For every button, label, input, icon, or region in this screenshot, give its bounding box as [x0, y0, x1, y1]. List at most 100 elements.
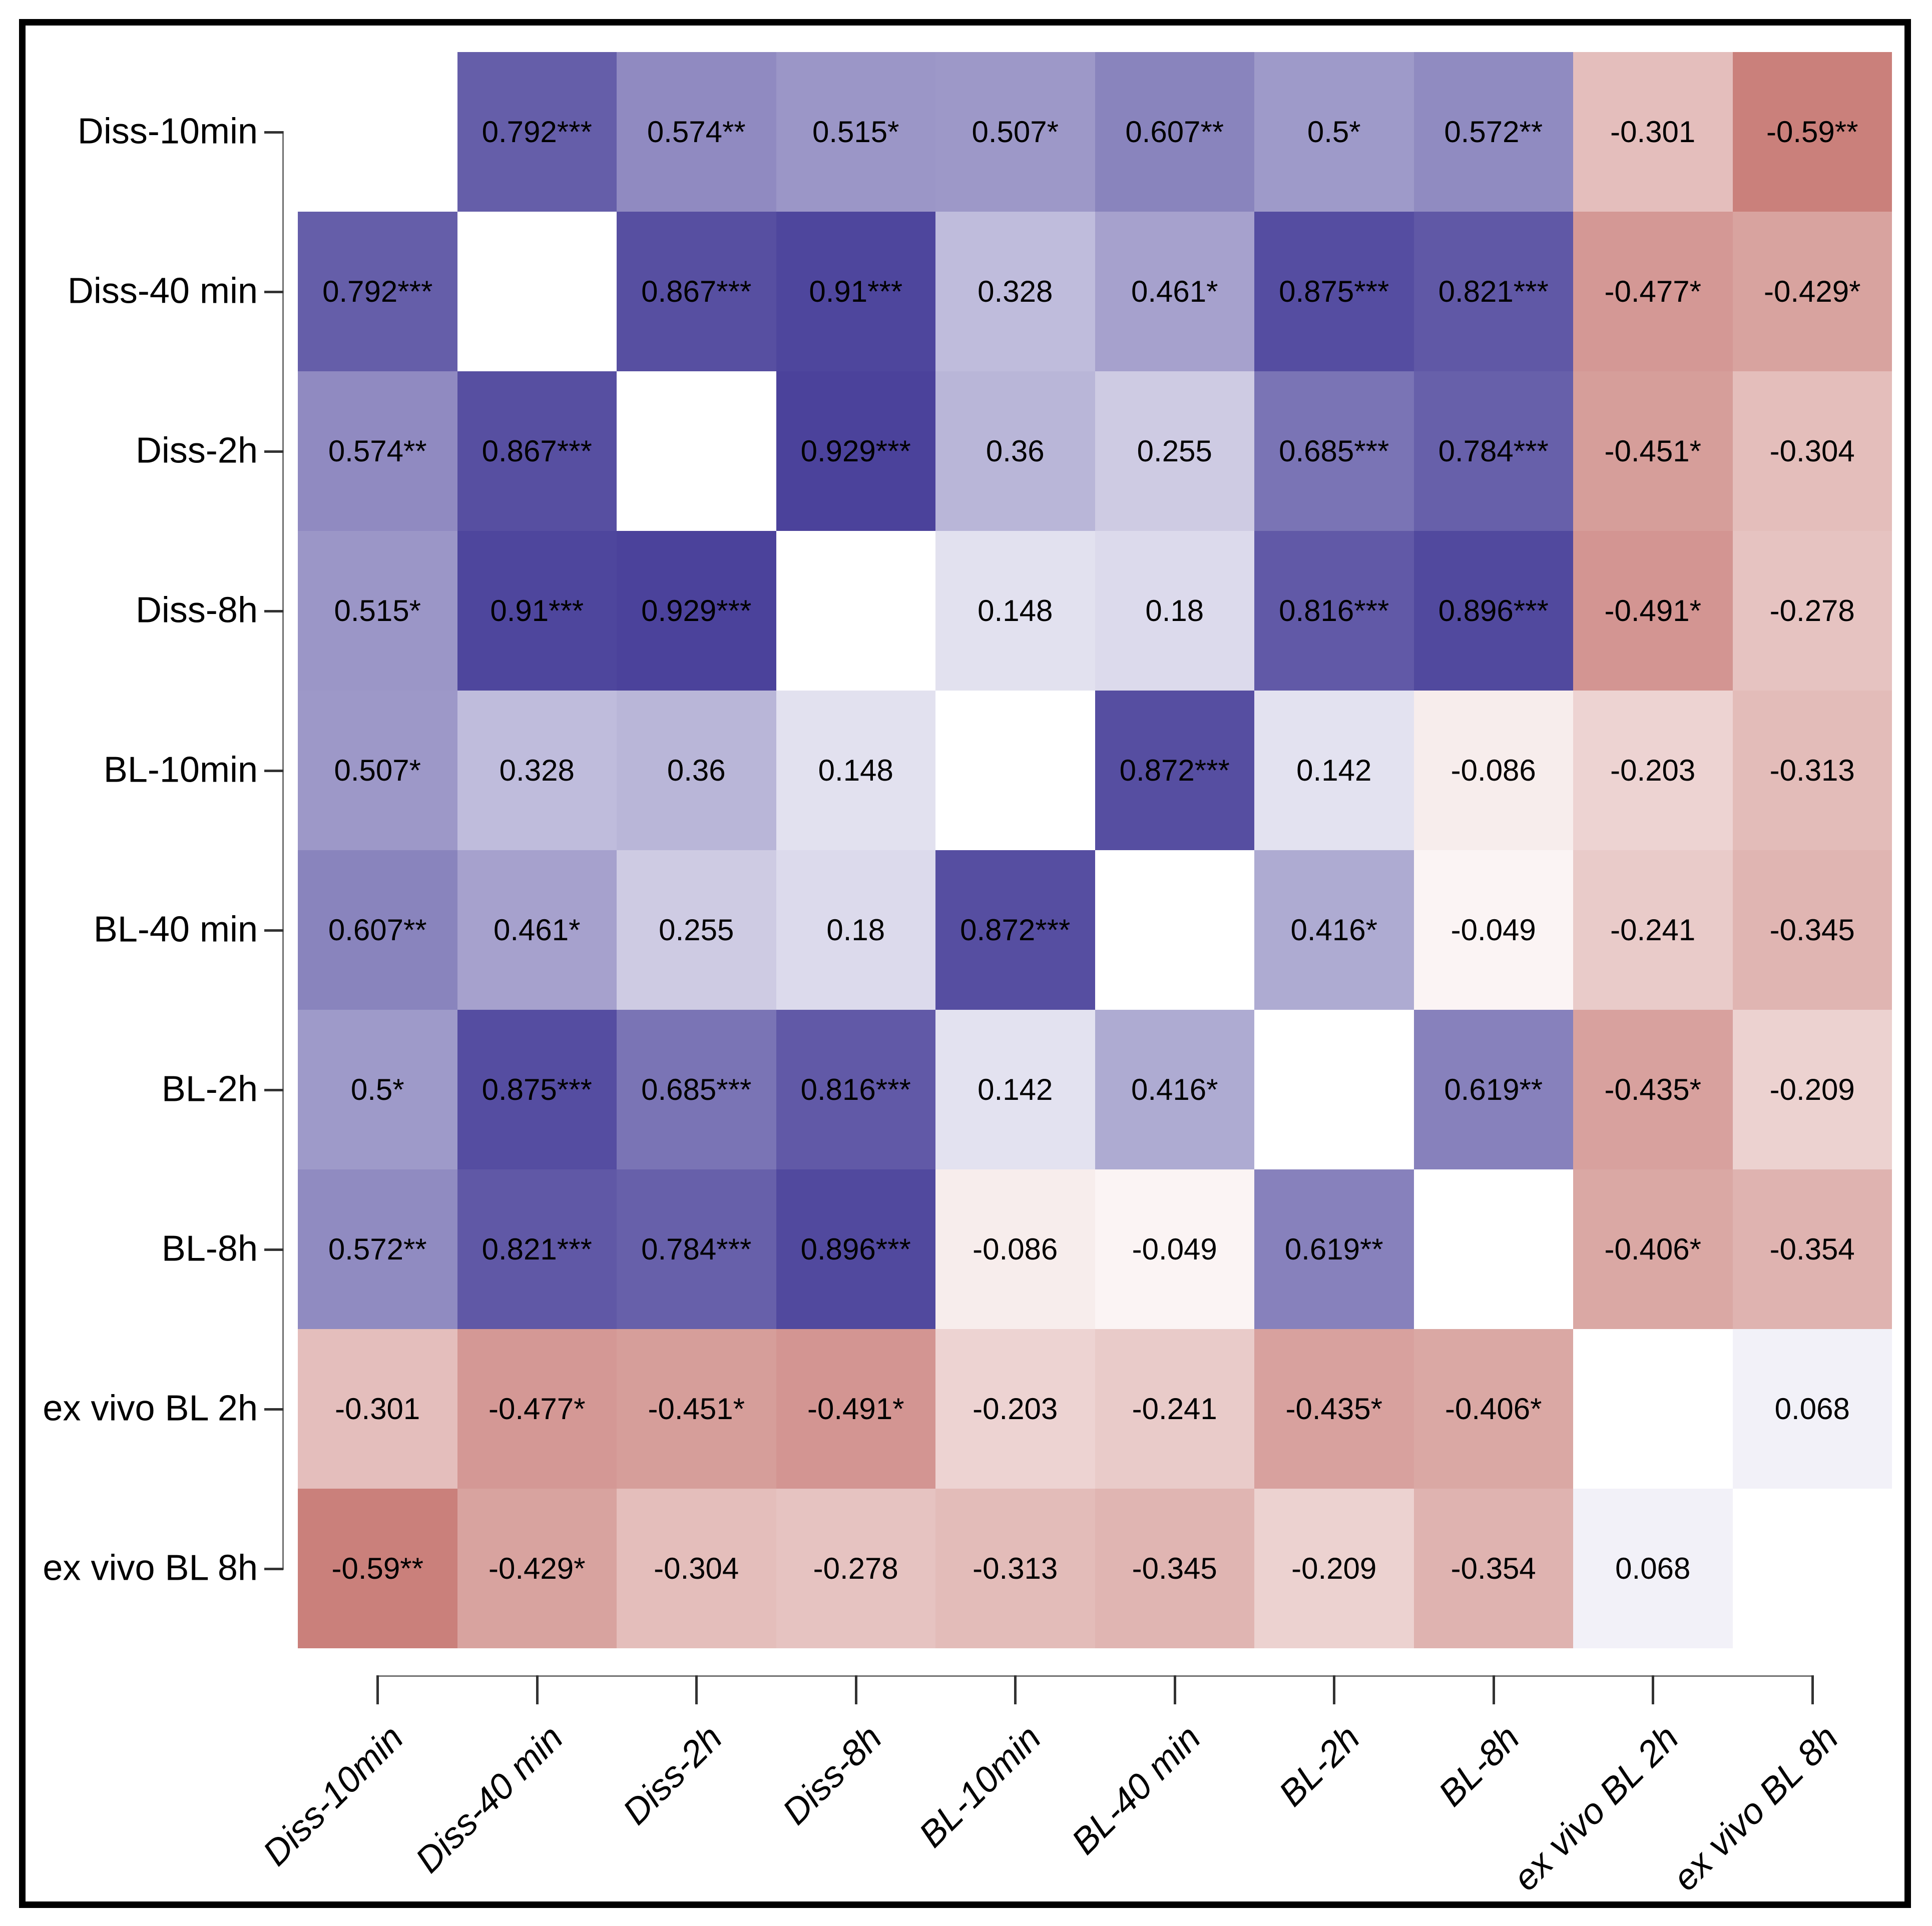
matrix-cell: 0.685*** — [1254, 371, 1414, 531]
row-label: Diss-40 min — [67, 270, 258, 311]
matrix-cell: 0.142 — [1254, 691, 1414, 850]
matrix-cell-value: 0.619** — [1284, 1232, 1383, 1266]
matrix-cell-value: 0.792*** — [322, 275, 433, 308]
matrix-cell-value: -0.435* — [1604, 1073, 1701, 1106]
matrix-cell: -0.429* — [1732, 212, 1892, 371]
y-axis-tick — [264, 929, 283, 932]
matrix-cell: 0.5* — [298, 1010, 457, 1169]
matrix-cell: -0.451* — [1573, 371, 1733, 531]
matrix-cell-value: 0.515* — [812, 115, 899, 149]
matrix-cell-value: -0.345 — [1132, 1552, 1217, 1585]
figure-border — [19, 19, 1911, 1908]
matrix-cell: 0.507* — [935, 52, 1095, 212]
matrix-cell-value: 0.255 — [1137, 434, 1212, 468]
matrix-cell-value: 0.148 — [978, 594, 1053, 627]
matrix-cell-value: 0.5* — [350, 1073, 404, 1106]
matrix-cell: 0.574** — [617, 52, 776, 212]
matrix-cell-value: 0.574** — [328, 434, 427, 468]
matrix-cell: -0.345 — [1732, 850, 1892, 1010]
matrix-cell-diagonal — [1254, 1010, 1414, 1169]
heatmap-grid: 0.792*** 0.574** 0.515* 0.507* 0.607** 0.5* 0.… — [298, 52, 1892, 1648]
matrix-cell-value: 0.821*** — [1438, 275, 1549, 308]
row-label: ex vivo BL 8h — [43, 1547, 258, 1588]
matrix-cell: -0.59** — [298, 1489, 457, 1648]
matrix-cell: 0.784*** — [1413, 371, 1573, 531]
matrix-cell-value: -0.491* — [1604, 594, 1701, 627]
matrix-cell: -0.451* — [617, 1329, 776, 1489]
matrix-cell: -0.435* — [1573, 1010, 1733, 1169]
matrix-cell-value: -0.049 — [1451, 913, 1536, 947]
y-axis-tick — [264, 131, 283, 134]
matrix-cell: 0.148 — [935, 531, 1095, 691]
matrix-cell: 0.821*** — [1413, 212, 1573, 371]
matrix-cell-value: 0.068 — [1615, 1552, 1691, 1585]
matrix-cell-value: -0.278 — [813, 1552, 898, 1585]
matrix-cell-diagonal — [935, 691, 1095, 850]
matrix-cell-value: 0.36 — [667, 754, 726, 787]
matrix-cell: 0.867*** — [617, 212, 776, 371]
matrix-cell-value: -0.301 — [1610, 115, 1696, 149]
matrix-cell-value: -0.491* — [807, 1392, 904, 1426]
matrix-cell-value: 0.068 — [1774, 1392, 1850, 1426]
matrix-cell: 0.792*** — [457, 52, 617, 212]
matrix-cell: -0.313 — [1732, 691, 1892, 850]
matrix-cell-diagonal — [1095, 850, 1254, 1010]
matrix-cell: 0.792*** — [298, 212, 457, 371]
matrix-cell-value: -0.209 — [1291, 1552, 1377, 1585]
matrix-cell: -0.209 — [1732, 1010, 1892, 1169]
matrix-cell: 0.896*** — [776, 1169, 935, 1329]
matrix-cell-value: -0.241 — [1610, 913, 1696, 947]
matrix-cell: -0.086 — [1413, 691, 1573, 850]
matrix-cell-value: -0.477* — [1604, 275, 1701, 308]
matrix-cell-value: 0.816*** — [800, 1073, 911, 1106]
matrix-cell-value: -0.435* — [1285, 1392, 1382, 1426]
x-axis-tick — [854, 1675, 857, 1704]
y-axis-tick — [264, 1088, 283, 1091]
row-label: ex vivo BL 2h — [43, 1388, 258, 1428]
x-axis-tick — [695, 1675, 698, 1704]
matrix-cell-value: 0.461* — [494, 913, 581, 947]
matrix-cell: -0.203 — [935, 1329, 1095, 1489]
matrix-cell: 0.461* — [457, 850, 617, 1010]
matrix-cell: -0.278 — [1732, 531, 1892, 691]
matrix-cell-diagonal — [1573, 1329, 1733, 1489]
matrix-cell-value: 0.821*** — [481, 1232, 592, 1266]
matrix-cell-value: 0.507* — [972, 115, 1059, 149]
matrix-cell: 0.872*** — [935, 850, 1095, 1010]
matrix-cell-diagonal — [457, 212, 617, 371]
matrix-cell-value: 0.875*** — [481, 1073, 592, 1106]
row-label: Diss-10min — [77, 111, 258, 151]
matrix-cell-value: -0.313 — [1769, 754, 1855, 787]
y-axis-tick — [264, 1567, 283, 1570]
matrix-cell: -0.406* — [1573, 1169, 1733, 1329]
x-axis-tick — [1492, 1675, 1495, 1704]
matrix-cell-value: 0.867*** — [481, 434, 592, 468]
matrix-cell-value: 0.872*** — [1119, 754, 1230, 787]
matrix-cell-value: 0.36 — [986, 434, 1045, 468]
matrix-cell-value: 0.18 — [826, 913, 885, 947]
matrix-cell: 0.91*** — [457, 531, 617, 691]
matrix-cell-value: -0.451* — [648, 1392, 745, 1426]
matrix-cell-value: 0.515* — [334, 594, 421, 627]
matrix-cell-value: 0.572** — [1444, 115, 1543, 149]
matrix-cell: 0.18 — [1095, 531, 1254, 691]
matrix-cell: 0.685*** — [617, 1010, 776, 1169]
matrix-cell: 0.816*** — [1254, 531, 1414, 691]
matrix-cell: -0.209 — [1254, 1489, 1414, 1648]
matrix-cell: -0.313 — [935, 1489, 1095, 1648]
row-label: BL-8h — [161, 1228, 258, 1268]
matrix-cell: -0.354 — [1413, 1489, 1573, 1648]
matrix-cell: 0.619** — [1254, 1169, 1414, 1329]
row-label: BL-40 min — [93, 909, 258, 949]
matrix-cell: 0.36 — [935, 371, 1095, 531]
matrix-cell-value: 0.619** — [1444, 1073, 1543, 1106]
matrix-cell: 0.875*** — [1254, 212, 1414, 371]
matrix-cell-value: -0.209 — [1769, 1073, 1855, 1106]
matrix-cell: 0.867*** — [457, 371, 617, 531]
matrix-cell-value: -0.477* — [489, 1392, 586, 1426]
y-axis-tick — [264, 609, 283, 612]
matrix-cell: 0.416* — [1095, 1010, 1254, 1169]
matrix-cell-value: -0.59** — [1766, 115, 1858, 149]
matrix-cell-value: 0.142 — [1296, 754, 1372, 787]
